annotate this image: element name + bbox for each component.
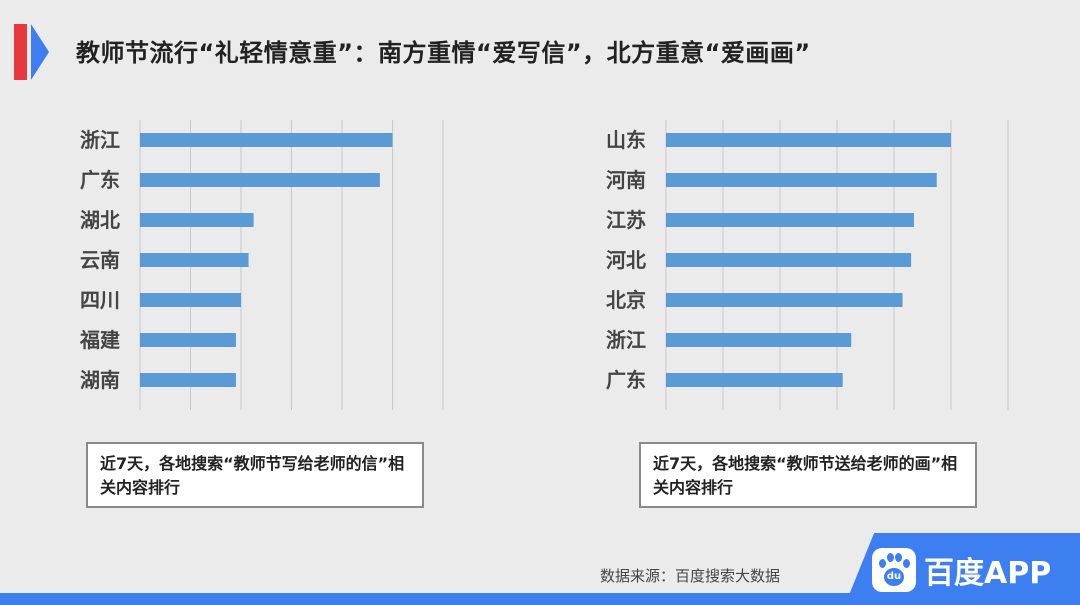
bar	[140, 253, 249, 267]
category-label: 云南	[80, 248, 120, 272]
category-label: 湖南	[80, 368, 120, 392]
category-label: 山东	[606, 128, 646, 152]
title-accent-mark	[14, 24, 50, 80]
category-label: 湖北	[80, 208, 120, 232]
category-label: 广东	[80, 168, 120, 192]
brand-logo: du 百度APP	[872, 547, 1051, 593]
bottom-accent-bar	[0, 593, 1080, 605]
category-label: 北京	[606, 288, 646, 312]
page-title: 教师节流行“礼轻情意重”：南方重情“爱写信”，北方重意“爱画画”	[76, 39, 811, 67]
category-label: 浙江	[80, 128, 120, 152]
bar	[666, 333, 852, 347]
category-label: 河北	[606, 248, 646, 272]
brand-icon-text: du	[884, 568, 904, 586]
bar	[666, 173, 937, 187]
bar	[140, 333, 236, 347]
bar	[140, 133, 393, 147]
bar	[140, 293, 241, 307]
bar	[666, 213, 914, 227]
category-label: 广东	[606, 368, 646, 392]
category-label: 浙江	[606, 328, 646, 352]
brand-name: 百度APP	[924, 556, 1052, 591]
bar	[140, 213, 254, 227]
data-source: 数据来源：百度搜索大数据	[600, 567, 781, 585]
category-label: 四川	[80, 288, 120, 312]
category-label: 江苏	[606, 208, 646, 232]
caption-painting: 近7天，各地搜索“教师节送给老师的画”相关内容排行	[639, 442, 977, 508]
category-label: 河南	[606, 168, 646, 192]
bar	[666, 293, 903, 307]
category-label: 福建	[79, 328, 120, 352]
bar	[666, 373, 843, 387]
bar	[140, 173, 380, 187]
bar	[666, 253, 912, 267]
bar	[666, 133, 951, 147]
bar	[140, 373, 236, 387]
caption-letter: 近7天，各地搜索“教师节写给老师的信”相关内容排行	[86, 442, 424, 508]
baidu-paw-icon: du	[872, 548, 916, 592]
